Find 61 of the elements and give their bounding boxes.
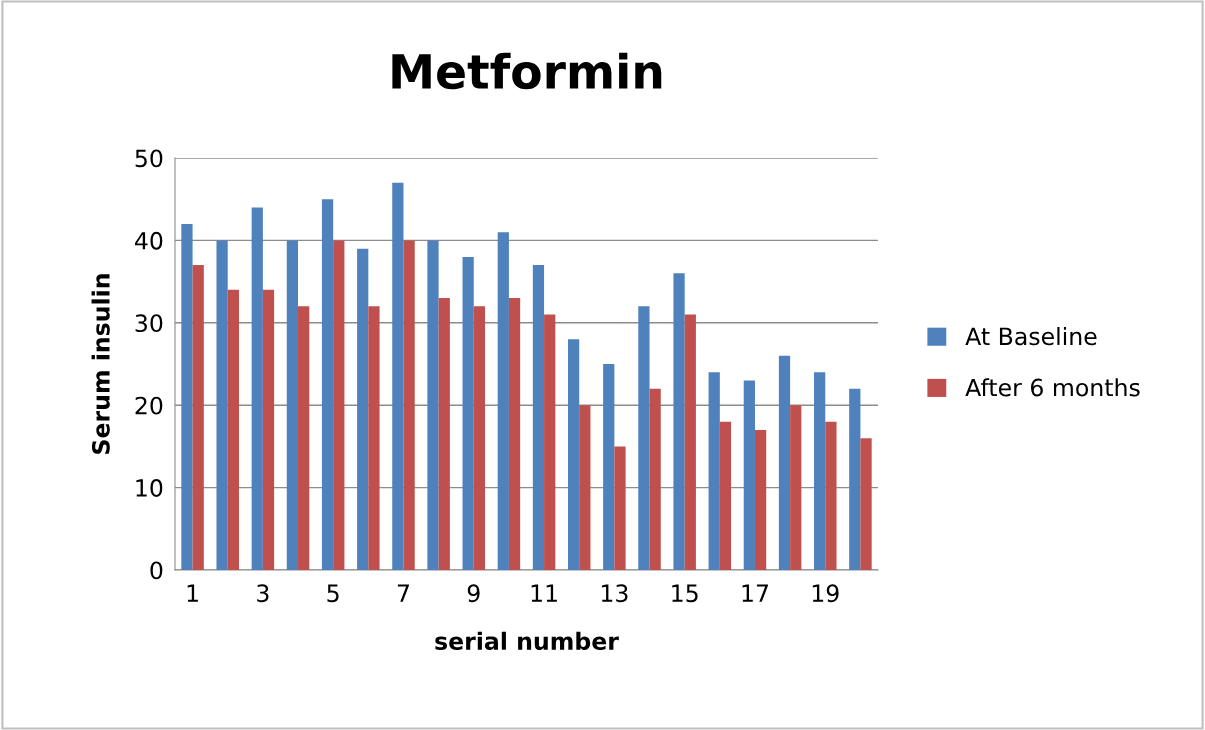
- bar: [403, 240, 415, 570]
- bar: [860, 438, 872, 570]
- bar: [438, 298, 450, 570]
- y-tick-label: 0: [150, 561, 163, 580]
- x-tick-label: 11: [531, 584, 557, 602]
- bar: [825, 421, 837, 570]
- chart-title: Metformin: [392, 52, 662, 90]
- bar: [497, 232, 509, 570]
- bar: [743, 380, 755, 570]
- bar: [579, 405, 591, 570]
- bar: [298, 306, 310, 570]
- bar: [286, 240, 299, 570]
- legend-label: At Baseline: [965, 326, 1097, 346]
- bar: [462, 256, 474, 570]
- x-tick-label: 9: [467, 584, 480, 603]
- x-tick-label: 15: [672, 584, 698, 603]
- bar: [227, 289, 239, 570]
- y-tick-label: 30: [135, 314, 163, 333]
- bar: [614, 446, 626, 570]
- bar: [684, 314, 696, 570]
- y-tick-label: 40: [135, 231, 163, 250]
- bar: [673, 273, 685, 570]
- bar: [473, 306, 486, 570]
- x-tick-label: 1: [187, 584, 198, 602]
- y-axis-title: Serum insulin: [91, 274, 110, 454]
- x-tick-label: 3: [257, 584, 269, 603]
- bar: [790, 405, 802, 570]
- bar: [427, 240, 439, 570]
- bar: [567, 339, 580, 570]
- x-axis-title: serial number: [435, 631, 619, 651]
- bar: [778, 355, 791, 570]
- bar: [754, 429, 767, 570]
- x-tick-label: 17: [742, 584, 768, 602]
- bar: [321, 199, 334, 570]
- bar: [251, 207, 263, 570]
- bar: [719, 421, 732, 570]
- bar: [262, 289, 275, 570]
- bar: [814, 372, 826, 570]
- bar: [649, 388, 661, 570]
- bar: [532, 265, 545, 570]
- bar: [849, 388, 861, 570]
- legend-label: After 6 months: [965, 378, 1140, 397]
- y-tick-label: 20: [135, 396, 163, 415]
- bar: [508, 298, 521, 570]
- bar: [638, 306, 650, 570]
- bar: [333, 240, 345, 570]
- y-tick-label: 10: [136, 479, 163, 497]
- x-tick-label: 7: [397, 584, 409, 602]
- x-tick-label: 13: [601, 584, 628, 603]
- bar: [392, 182, 404, 570]
- bar: [357, 248, 369, 570]
- x-tick-label: 19: [812, 584, 839, 603]
- bar: [216, 240, 228, 570]
- bar: [368, 306, 380, 570]
- bar: [192, 265, 204, 570]
- x-tick-label: 5: [327, 584, 339, 603]
- y-tick-label: 50: [135, 149, 163, 168]
- bar: [181, 223, 193, 570]
- bar: [544, 314, 556, 570]
- bar: [708, 372, 720, 570]
- bar: [603, 364, 615, 570]
